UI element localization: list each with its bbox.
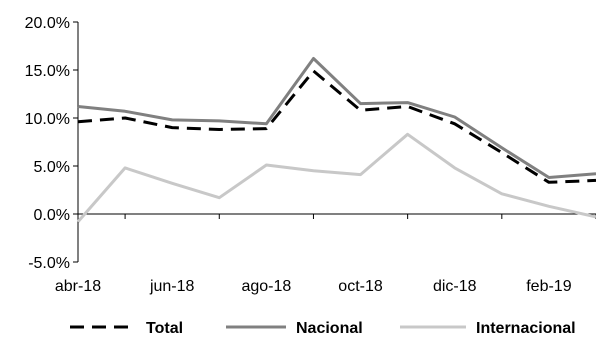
x-tick-label: ago-18 [241, 278, 291, 295]
x-ticks: abr-18 jun-18 ago-18 oct-18 dic-18 feb-19 [55, 214, 596, 295]
axes [77, 22, 596, 262]
y-ticks: -5.0% 0.0% 5.0% 10.0% 15.0% 20.0% [25, 15, 78, 272]
series-line-total [77, 69, 596, 184]
y-tick-label: 10.0% [25, 111, 70, 128]
legend-label: Total [146, 320, 183, 337]
legend: Total Nacional Internacional [70, 320, 576, 337]
x-tick-label: dic-18 [433, 278, 477, 295]
y-tick-label: -5.0% [28, 255, 70, 272]
series-layer [76, 57, 596, 223]
legend-item-nacional: Nacional [226, 320, 363, 337]
legend-item-total: Total [70, 320, 183, 337]
x-tick-label: abr-18 [55, 278, 101, 295]
legend-label: Nacional [296, 320, 363, 337]
series-line-internacional [76, 132, 596, 223]
x-tick-label: oct-18 [338, 278, 383, 295]
series-line-nacional [77, 57, 596, 179]
legend-label: Internacional [476, 320, 576, 337]
y-tick-label: 0.0% [34, 207, 70, 224]
y-tick-label: 15.0% [25, 63, 70, 80]
x-tick-label: jun-18 [149, 278, 195, 295]
x-tick-label: feb-19 [526, 278, 571, 295]
y-tick-label: 20.0% [25, 15, 70, 32]
y-tick-label: 5.0% [34, 159, 70, 176]
legend-item-internacional: Internacional [400, 320, 576, 337]
